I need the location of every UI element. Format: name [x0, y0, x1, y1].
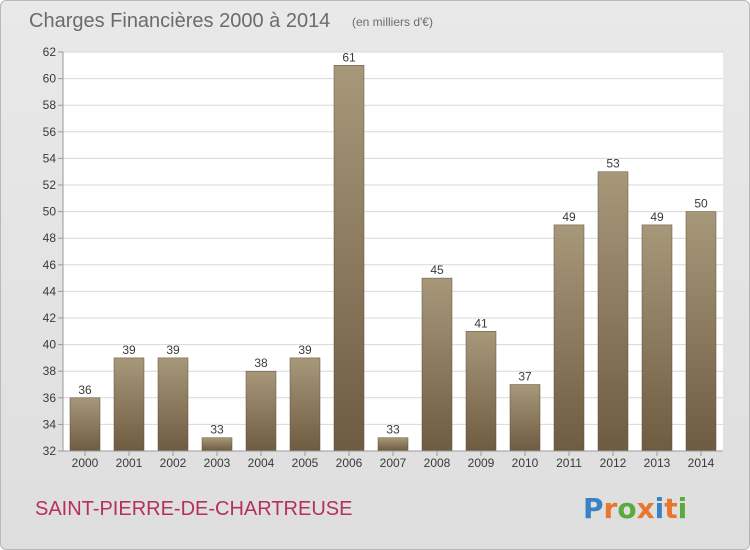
logo-letter: i [678, 492, 688, 525]
x-tick-label: 2011 [556, 456, 582, 470]
y-tick-label: 54 [43, 151, 57, 165]
bar-2003 [201, 437, 233, 452]
logo-letter: r [604, 492, 618, 525]
y-tick-label: 52 [43, 178, 57, 192]
value-label-2006: 61 [342, 50, 356, 64]
proxiti-logo: Proxiti [583, 492, 687, 525]
bar-2005 [289, 357, 321, 452]
x-tick-label: 2004 [248, 456, 275, 470]
y-tick-label: 58 [43, 98, 57, 112]
y-tick-label: 62 [43, 45, 57, 59]
logo-letter: P [583, 492, 604, 525]
x-tick-label: 2012 [600, 456, 627, 470]
bar-2000 [69, 397, 101, 452]
y-tick-label: 42 [43, 311, 57, 325]
value-label-2014: 50 [694, 197, 708, 211]
y-tick-label: 56 [43, 125, 57, 139]
value-label-2003: 33 [210, 423, 224, 437]
x-tick-label: 2000 [72, 456, 99, 470]
y-tick-label: 38 [43, 364, 57, 378]
y-tick-label: 46 [43, 258, 57, 272]
bar-2004 [245, 370, 277, 452]
chart-title: Charges Financières 2000 à 2014 [29, 10, 330, 32]
value-label-2012: 53 [606, 157, 620, 171]
bar-2010 [509, 384, 541, 452]
y-tick-label: 60 [43, 72, 57, 86]
value-label-2010: 37 [518, 370, 532, 384]
x-tick-label: 2005 [292, 456, 319, 470]
bar-2008 [421, 277, 453, 452]
bar-2001 [113, 357, 145, 452]
value-label-2005: 39 [298, 343, 312, 357]
value-label-2009: 41 [474, 316, 488, 330]
x-tick-label: 2009 [468, 456, 495, 470]
value-label-2001: 39 [122, 343, 136, 357]
x-tick-label: 2006 [336, 456, 363, 470]
x-tick-label: 2010 [512, 456, 539, 470]
logo-letter: x [637, 492, 655, 525]
value-label-2004: 38 [254, 356, 268, 370]
value-label-2013: 49 [650, 210, 664, 224]
bar-2014 [685, 211, 717, 452]
y-tick-label: 32 [43, 444, 57, 458]
y-tick-label: 40 [43, 338, 57, 352]
bar-2012 [597, 171, 629, 452]
x-tick-label: 2008 [424, 456, 451, 470]
bars: 36 39 39 33 38 39 61 33 45 41 37 49 53 49 50 [69, 50, 717, 452]
commune-name: SAINT-PIERRE-DE-CHARTREUSE [35, 498, 352, 520]
value-label-2002: 39 [166, 343, 180, 357]
logo-letter: t [664, 492, 677, 525]
bar-2011 [553, 224, 585, 452]
y-tick-label: 34 [43, 417, 57, 431]
y-tick-label: 44 [43, 284, 57, 298]
bar-2002 [157, 357, 189, 452]
y-tick-label: 48 [43, 231, 57, 245]
value-label-2000: 36 [78, 383, 92, 397]
y-axis-ticks: 32 34 36 38 40 42 44 46 48 50 52 54 56 58 60 62 [43, 45, 63, 458]
x-tick-label: 2014 [688, 456, 715, 470]
x-axis-ticks: 2000 2001 2002 2003 2004 2005 2006 2007 2008 2009… [72, 451, 715, 470]
x-tick-label: 2002 [160, 456, 187, 470]
x-tick-label: 2003 [204, 456, 231, 470]
bar-2009 [465, 331, 497, 452]
value-label-2007: 33 [386, 423, 400, 437]
y-tick-label: 50 [43, 205, 57, 219]
bar-2013 [641, 224, 673, 452]
logo-letter: o [617, 492, 636, 525]
logo-letter: i [655, 492, 665, 525]
y-tick-label: 36 [43, 391, 57, 405]
x-tick-label: 2001 [116, 456, 143, 470]
value-label-2008: 45 [430, 263, 444, 277]
x-tick-label: 2013 [644, 456, 671, 470]
bar-2007 [377, 437, 409, 452]
bar-2006 [333, 65, 365, 452]
value-label-2011: 49 [562, 210, 576, 224]
chart-subtitle: (en milliers d'€) [352, 15, 433, 29]
x-tick-label: 2007 [380, 456, 407, 470]
